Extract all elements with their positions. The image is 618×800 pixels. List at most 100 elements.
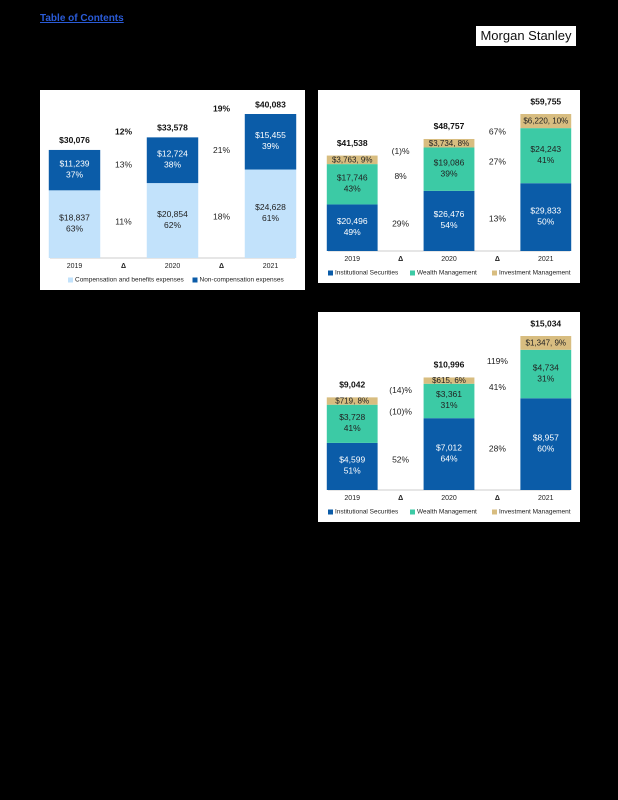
total-label: $9,042	[339, 380, 365, 390]
total-delta-label: 12%	[115, 127, 132, 137]
total-label: $33,578	[157, 123, 188, 133]
bar-segment	[48, 190, 101, 258]
x-tick-label: 2020	[165, 263, 181, 270]
share-label: 63%	[66, 223, 83, 233]
total-label: $59,755	[530, 96, 561, 106]
delta-label: 21%	[213, 145, 230, 155]
total-delta-label: 19%	[213, 103, 230, 113]
value-label: $615, 6%	[432, 376, 466, 385]
bar-segment	[326, 155, 378, 165]
legend-swatch	[328, 270, 333, 276]
legend-swatch	[410, 270, 415, 276]
bar-segment	[520, 128, 572, 184]
legend-swatch	[328, 509, 333, 515]
bar-segment	[520, 183, 572, 251]
delta-symbol: Δ	[121, 263, 126, 270]
delta-label: 41%	[489, 382, 506, 392]
total-label: $41,538	[337, 138, 368, 148]
value-label: $29,833	[530, 205, 561, 215]
legend-swatch	[492, 509, 497, 515]
delta-label: 13%	[115, 159, 132, 169]
delta-label: (1)%	[392, 146, 410, 156]
x-tick-label: 2021	[538, 495, 554, 502]
bar-segment	[326, 442, 378, 490]
bar-segment	[520, 336, 572, 350]
value-label: $26,476	[434, 209, 465, 219]
delta-label: 13%	[489, 213, 506, 223]
share-label: 49%	[344, 227, 361, 237]
bar-segment	[326, 404, 378, 443]
bar-segment	[520, 349, 572, 399]
share-label: 43%	[344, 184, 361, 194]
value-label: $7,012	[436, 442, 462, 452]
share-label: 60%	[537, 443, 554, 453]
delta-label: (10)%	[389, 407, 412, 417]
value-label: $24,628	[255, 202, 286, 212]
bar-segment	[423, 147, 475, 191]
bar-segment	[146, 137, 199, 184]
delta-label: 18%	[213, 211, 230, 221]
bar-segment	[326, 164, 378, 205]
x-tick-label: 2019	[67, 263, 83, 270]
value-label: $8,957	[533, 432, 559, 442]
legend-label: Non-compensation expenses	[200, 277, 285, 284]
share-label: 61%	[262, 213, 279, 223]
total-label: $10,996	[434, 360, 465, 370]
legend-label: Wealth Management	[417, 270, 477, 277]
share-label: 41%	[537, 155, 554, 165]
total-label: $40,083	[255, 99, 286, 109]
delta-symbol: Δ	[219, 263, 224, 270]
value-label: $4,599	[339, 455, 365, 465]
delta-label: 52%	[392, 455, 409, 465]
delta-label: 8%	[394, 171, 407, 181]
toc-link[interactable]: Table of Contents	[40, 13, 124, 24]
logo: Morgan Stanley	[476, 26, 576, 46]
delta-label: 27%	[489, 157, 506, 167]
value-label: $24,243	[530, 144, 561, 154]
bar-segment	[423, 138, 475, 148]
share-label: 31%	[440, 400, 457, 410]
total-label: $48,757	[434, 121, 465, 131]
bar-segment	[423, 377, 475, 384]
delta-symbol: Δ	[495, 495, 500, 502]
delta-label: 28%	[489, 443, 506, 453]
legend-label: Compensation and benefits expenses	[75, 277, 185, 284]
bar-segment	[48, 149, 101, 191]
legend-swatch	[410, 509, 415, 515]
value-label: $3,734, 8%	[429, 139, 469, 148]
value-label: $15,455	[255, 130, 286, 140]
value-label: $719, 8%	[335, 397, 369, 406]
bar-segment	[423, 418, 475, 490]
share-label: 39%	[440, 168, 457, 178]
value-label: $19,086	[434, 157, 465, 167]
bar-segment	[326, 204, 378, 251]
value-label: $6,220, 10%	[523, 117, 568, 126]
x-tick-label: 2019	[344, 256, 360, 263]
delta-label: 29%	[392, 219, 409, 229]
share-label: 41%	[344, 423, 361, 433]
share-label: 62%	[164, 220, 181, 230]
share-label: 38%	[164, 159, 181, 169]
x-tick-label: 2019	[344, 495, 360, 502]
share-label: 31%	[537, 373, 554, 383]
bar-segment	[520, 114, 572, 129]
value-label: $1,347, 9%	[526, 339, 566, 348]
delta-symbol: Δ	[495, 256, 500, 263]
x-tick-label: 2020	[441, 495, 457, 502]
value-label: $17,746	[337, 173, 368, 183]
legend-swatch	[192, 277, 198, 283]
value-label: $20,854	[157, 209, 188, 219]
bar-segment	[520, 398, 572, 490]
bar-segment	[146, 183, 199, 258]
legend-label: Institutional Securities	[335, 270, 399, 277]
value-label: $18,837	[59, 212, 90, 222]
total-label: $30,076	[59, 135, 90, 145]
legend-swatch	[492, 270, 497, 276]
share-label: 50%	[537, 216, 554, 226]
delta-symbol: Δ	[398, 256, 403, 263]
bar-segment	[244, 114, 297, 170]
value-label: $20,496	[337, 216, 368, 226]
value-label: $12,724	[157, 148, 188, 158]
value-label: $11,239	[59, 158, 89, 168]
share-label: 64%	[440, 453, 457, 463]
